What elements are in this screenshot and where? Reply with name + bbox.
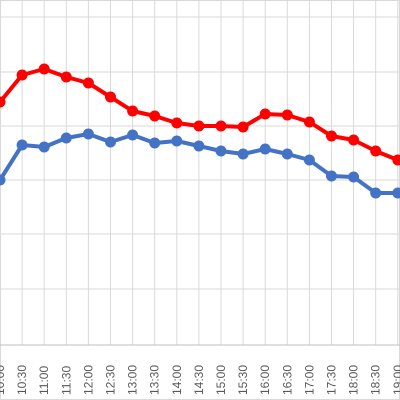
x-tick-label: 14:30 — [192, 365, 206, 395]
x-tick-label: 10:00 — [0, 365, 7, 395]
x-tick-label: 19:00 — [391, 365, 400, 395]
data-point — [193, 120, 205, 132]
data-point — [0, 96, 6, 108]
data-point — [237, 121, 249, 133]
data-point — [215, 120, 227, 132]
data-point — [259, 108, 271, 120]
data-point — [348, 171, 360, 183]
data-point — [326, 130, 337, 142]
data-point — [0, 174, 6, 186]
data-point — [38, 63, 50, 75]
data-point — [105, 91, 116, 103]
x-tick-label: 11:30 — [59, 366, 73, 395]
data-point — [105, 136, 116, 148]
x-tick-labels: 10:00 10:30 11:00 11:30 12:00 12:30 13:00 13:30… — [0, 365, 400, 395]
data-point — [171, 117, 183, 129]
data-point — [16, 139, 28, 151]
data-point — [127, 129, 139, 141]
data-point — [281, 148, 293, 160]
data-point — [149, 110, 161, 122]
x-tick-label: 16:00 — [258, 365, 272, 395]
x-tick-label: 13:00 — [126, 365, 140, 395]
x-tick-label: 16:30 — [280, 365, 294, 395]
x-tick-label: 12:00 — [81, 365, 95, 395]
data-point — [38, 141, 50, 153]
x-tick-label: 10:30 — [15, 365, 29, 395]
data-point — [82, 77, 94, 89]
data-point — [348, 134, 360, 146]
data-point — [127, 105, 139, 117]
data-point — [392, 154, 400, 166]
x-tick-label: 17:00 — [302, 365, 316, 395]
data-point — [259, 143, 271, 155]
x-tick-label: 14:00 — [170, 365, 184, 395]
x-tick-label: 11:00 — [37, 366, 51, 395]
data-point — [171, 135, 183, 147]
x-tick-label: 18:30 — [369, 365, 383, 395]
series-group — [0, 63, 400, 199]
data-point — [60, 71, 72, 83]
data-point — [60, 132, 72, 144]
data-point — [281, 109, 293, 121]
data-point — [193, 140, 205, 152]
data-point — [303, 116, 315, 128]
data-point — [237, 148, 249, 160]
data-point — [326, 170, 337, 182]
x-tick-label: 17:30 — [325, 365, 339, 395]
x-tick-label: 15:00 — [214, 365, 228, 395]
x-tick-label: 15:30 — [236, 365, 250, 395]
data-point — [370, 145, 382, 157]
data-point — [303, 154, 315, 166]
x-tick-label: 12:30 — [104, 365, 118, 395]
data-point — [149, 137, 161, 149]
data-point — [82, 128, 94, 140]
data-point — [370, 187, 382, 199]
data-point — [16, 69, 28, 81]
data-point — [215, 145, 227, 157]
data-point — [392, 187, 400, 199]
x-tick-label: 13:30 — [148, 365, 162, 395]
x-tick-label: 18:00 — [347, 365, 361, 395]
